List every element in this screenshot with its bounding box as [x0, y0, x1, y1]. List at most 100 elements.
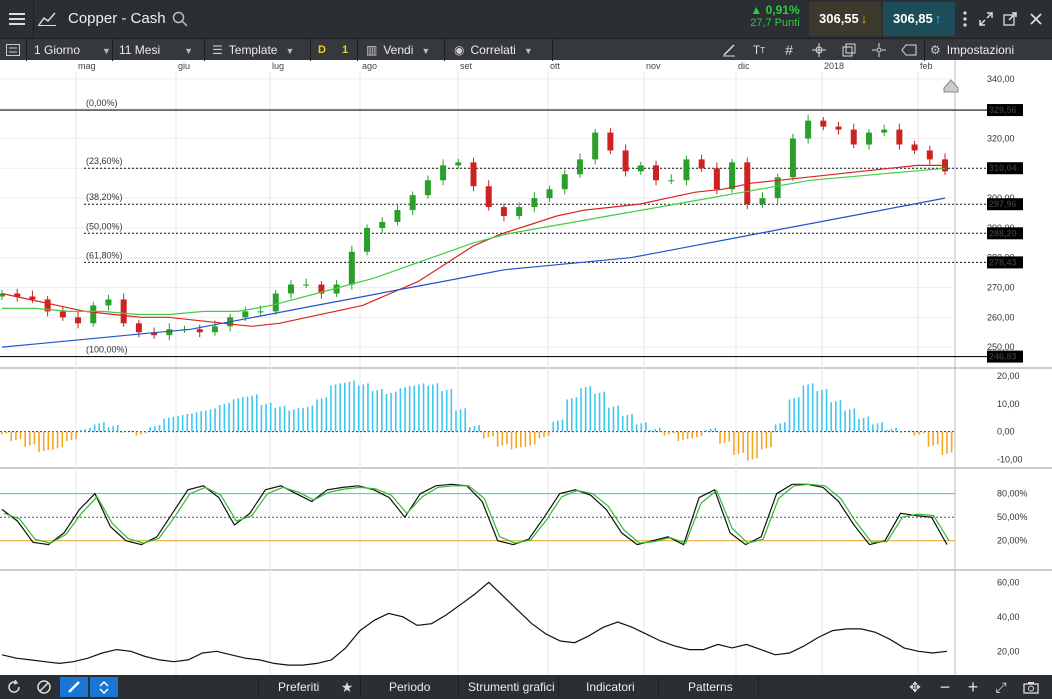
candle-body [364, 227, 371, 252]
related-select[interactable]: ◉ Correlati ▼ [454, 39, 533, 61]
candle-body [759, 198, 766, 205]
windows-icon[interactable] [838, 39, 860, 61]
price-tag-box [987, 256, 1023, 269]
patterns-tab[interactable]: Patterns [688, 680, 733, 694]
eye-icon: ◉ [454, 43, 465, 57]
candle-body [820, 120, 827, 127]
bar-chart-icon: ▥ [366, 43, 378, 57]
badge-1[interactable]: 1 [342, 44, 349, 56]
magnet-icon[interactable] [90, 677, 118, 697]
crosshair-icon[interactable] [808, 39, 830, 61]
histogram-tick-label: 0,00 [997, 427, 1015, 437]
template-label: Template [228, 43, 278, 57]
price-tag-box [987, 162, 1023, 175]
price-tick-label: 270,00 [987, 283, 1015, 293]
change-percent: ▲ 0,91% [750, 3, 800, 17]
month-label: nov [646, 61, 661, 71]
price-tick-label: 260,00 [987, 312, 1015, 322]
indicator-tick-label: 20,00 [997, 646, 1020, 656]
chart-toolbar: 1 Giorno ▼ 11 Mesi ▼ ☰ Template ▼ D 1 ▥ Vendi… [0, 38, 1052, 61]
settings-label: Impostazioni [946, 43, 1015, 57]
line-chart-icon[interactable] [34, 0, 60, 38]
template-select[interactable]: ☰ Template ▼ [212, 39, 294, 61]
candle-body [120, 299, 127, 324]
buy-price-box[interactable]: 306,85 ↑ [883, 2, 955, 36]
candle-body [0, 293, 5, 297]
candle-body [90, 305, 97, 324]
fib-level-label: (61,80%) [86, 250, 123, 260]
month-label: ott [550, 61, 561, 71]
hamburger-menu-icon[interactable] [0, 0, 34, 38]
stochastic-tick-label: 20,00% [997, 536, 1028, 546]
candle-body [592, 132, 599, 160]
candle-body [379, 221, 386, 228]
home-marker [943, 79, 959, 93]
kebab-menu-icon[interactable] [957, 0, 973, 38]
change-points: 27,7 Punti [750, 17, 800, 29]
drawing-tools-tab[interactable]: Strumenti grafici [468, 680, 555, 694]
zoom-in-icon[interactable]: + [967, 676, 979, 697]
chart-area[interactable]: mag giu lug ago set ott nov dic 2018 feb (0,00%) (… [0, 60, 1052, 675]
screenshot-icon[interactable] [1020, 675, 1042, 699]
no-entry-icon[interactable] [30, 675, 58, 699]
candle-body [926, 150, 933, 160]
price-tick-label: 340,00 [987, 74, 1015, 84]
sell-select[interactable]: ▥ Vendi ▼ [366, 39, 430, 61]
arrow-down-icon: ↓ [860, 11, 868, 26]
candle-body [546, 189, 553, 199]
external-link-icon[interactable] [999, 0, 1021, 38]
gear-icon: ⚙ [930, 43, 941, 57]
candle-body [196, 329, 203, 333]
candle-body [409, 195, 416, 211]
candle-body [470, 162, 477, 187]
caret-down-icon: ▼ [523, 46, 533, 56]
instrument-title[interactable]: Copper - Cash [68, 10, 166, 27]
arrow-up-icon: ↑ [934, 11, 942, 26]
candle-body [166, 329, 173, 336]
draw-line-icon[interactable] [718, 39, 740, 61]
star-icon[interactable]: ★ [340, 678, 354, 695]
list-icon[interactable] [0, 39, 26, 61]
range-select[interactable]: 11 Mesi ▼ [119, 39, 193, 61]
favorites-tab[interactable]: Preferiti [278, 680, 320, 694]
fullscreen-icon[interactable] [975, 0, 997, 38]
refresh-icon[interactable] [0, 675, 28, 699]
reset-zoom-icon[interactable]: ⤢ [995, 678, 1007, 695]
candle-body [59, 311, 66, 318]
month-label: mag [78, 61, 96, 71]
search-icon[interactable] [170, 9, 190, 29]
badge-d[interactable]: D [318, 44, 326, 56]
candle-body [394, 210, 401, 222]
candle-body [789, 138, 796, 178]
stochastic-line [1, 483, 948, 546]
period-tab[interactable]: Periodo [389, 680, 431, 694]
candle-body [29, 296, 36, 300]
indicators-tab[interactable]: Indicatori [586, 680, 635, 694]
move-icon[interactable]: ✥ [909, 678, 921, 695]
candle-body [424, 180, 431, 196]
candle-body [637, 165, 644, 172]
candle-body [668, 180, 675, 182]
settings-button[interactable]: ⚙ Impostazioni [930, 39, 1014, 61]
zoom-out-icon[interactable]: − [939, 676, 951, 697]
price-tick-label: 320,00 [987, 134, 1015, 144]
close-icon[interactable] [1024, 0, 1048, 38]
grid-icon[interactable]: # [785, 42, 793, 58]
month-label: lug [272, 61, 284, 71]
pencil-icon[interactable] [60, 677, 88, 697]
month-label: set [460, 61, 473, 71]
month-label: ago [362, 61, 377, 71]
price-tag-box [987, 104, 1023, 117]
buy-price: 306,85 [893, 11, 933, 26]
sell-price-box[interactable]: 306,55 ↓ [809, 2, 881, 36]
tag-icon[interactable] [898, 39, 920, 61]
candle-body [485, 186, 492, 208]
candle-body [713, 168, 720, 190]
fib-level-label: (50,00%) [86, 221, 123, 231]
candle-body [318, 284, 325, 294]
candle-body [211, 326, 218, 333]
candle-body [303, 284, 310, 286]
target-icon[interactable] [868, 39, 890, 61]
timeframe-select[interactable]: 1 Giorno ▼ [34, 39, 111, 61]
